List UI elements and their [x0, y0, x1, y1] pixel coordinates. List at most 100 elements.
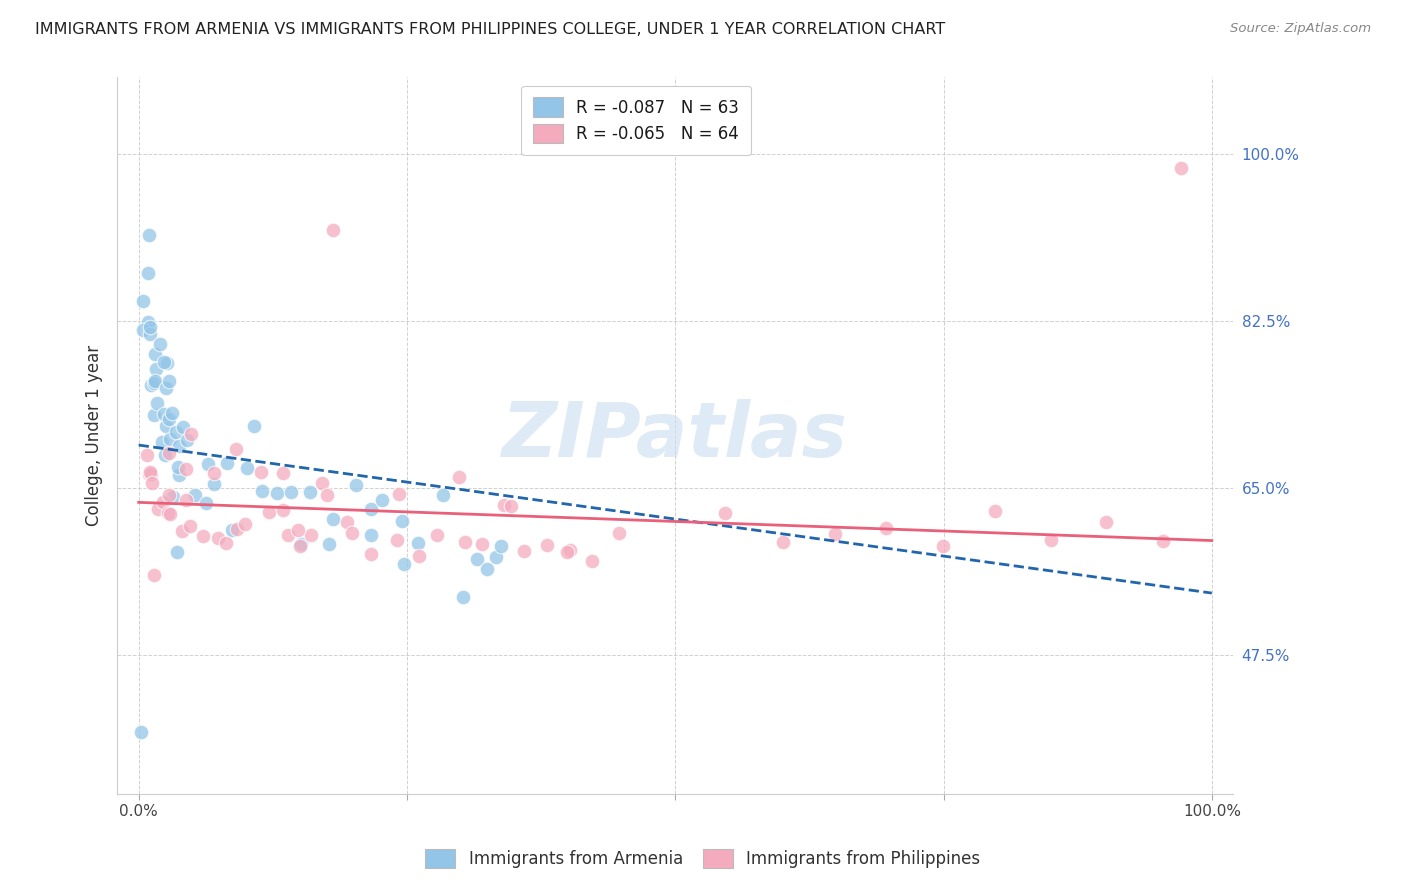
Point — [236, 461, 259, 475]
Point — [129, 724, 152, 739]
Point — [136, 266, 159, 280]
Point — [155, 381, 177, 395]
Point — [266, 486, 288, 500]
Point — [159, 432, 181, 446]
Point — [139, 319, 162, 334]
Point — [138, 227, 160, 242]
Point — [1040, 533, 1063, 548]
Point — [340, 525, 363, 540]
Point — [179, 519, 201, 533]
Point — [141, 476, 163, 491]
Point — [453, 590, 475, 604]
Point — [176, 433, 198, 447]
Point — [153, 448, 176, 462]
Point — [489, 539, 512, 553]
Point — [141, 378, 163, 392]
Point — [271, 466, 294, 480]
Point — [215, 456, 238, 470]
Point — [174, 493, 197, 508]
Point — [277, 527, 299, 541]
Point — [360, 547, 382, 561]
Point — [447, 470, 470, 484]
Point — [170, 524, 193, 538]
Point — [145, 362, 167, 376]
Point — [152, 355, 174, 369]
Point — [156, 507, 179, 521]
Point — [322, 512, 344, 526]
Point — [408, 549, 430, 564]
Point — [135, 448, 157, 462]
Point — [167, 460, 190, 475]
Point — [360, 528, 382, 542]
Point — [824, 527, 846, 541]
Point — [160, 406, 183, 420]
Point — [142, 376, 165, 390]
Legend: Immigrants from Armenia, Immigrants from Philippines: Immigrants from Armenia, Immigrants from… — [418, 840, 988, 877]
Point — [316, 488, 339, 502]
Point — [318, 536, 340, 550]
Point — [143, 408, 166, 422]
Point — [388, 486, 411, 500]
Point — [157, 488, 180, 502]
Point — [157, 412, 180, 426]
Point — [167, 468, 190, 483]
Point — [139, 467, 162, 481]
Point — [152, 495, 174, 509]
Point — [287, 523, 309, 537]
Point — [360, 502, 382, 516]
Point — [159, 508, 181, 522]
Point — [984, 504, 1007, 518]
Point — [1170, 161, 1192, 176]
Point — [432, 488, 454, 502]
Point — [193, 529, 215, 543]
Point — [197, 457, 219, 471]
Point — [299, 527, 322, 541]
Point — [772, 534, 794, 549]
Point — [454, 534, 477, 549]
Point — [145, 374, 167, 388]
Point — [166, 545, 188, 559]
Point — [136, 315, 159, 329]
Point — [155, 419, 177, 434]
Point — [271, 503, 294, 517]
Point — [250, 465, 273, 479]
Point — [322, 223, 344, 237]
Point — [148, 336, 170, 351]
Point — [346, 478, 368, 492]
Point — [233, 517, 256, 532]
Point — [336, 515, 359, 529]
Point — [146, 501, 169, 516]
Point — [195, 496, 218, 510]
Point — [132, 293, 155, 308]
Legend: R = -0.087   N = 63, R = -0.065   N = 64: R = -0.087 N = 63, R = -0.065 N = 64 — [522, 86, 751, 155]
Text: IMMIGRANTS FROM ARMENIA VS IMMIGRANTS FROM PHILIPPINES COLLEGE, UNDER 1 YEAR COR: IMMIGRANTS FROM ARMENIA VS IMMIGRANTS FR… — [35, 22, 945, 37]
Point — [536, 538, 558, 552]
Point — [501, 500, 523, 514]
Point — [162, 491, 184, 505]
Y-axis label: College, Under 1 year: College, Under 1 year — [86, 345, 103, 526]
Point — [221, 523, 243, 537]
Point — [1152, 533, 1174, 548]
Point — [202, 466, 225, 480]
Point — [290, 537, 312, 551]
Point — [555, 545, 578, 559]
Point — [180, 427, 202, 442]
Point — [714, 506, 737, 520]
Point — [607, 525, 630, 540]
Point — [394, 557, 416, 571]
Point — [225, 442, 247, 456]
Point — [391, 515, 413, 529]
Point — [157, 374, 180, 388]
Point — [475, 562, 498, 576]
Point — [371, 493, 394, 508]
Point — [513, 543, 536, 558]
Text: ZIPatlas: ZIPatlas — [502, 399, 848, 473]
Point — [492, 498, 515, 512]
Point — [143, 567, 166, 582]
Point — [243, 419, 266, 434]
Text: Source: ZipAtlas.com: Source: ZipAtlas.com — [1230, 22, 1371, 36]
Point — [138, 465, 160, 479]
Point — [311, 475, 333, 490]
Point — [250, 484, 273, 499]
Point — [226, 521, 249, 535]
